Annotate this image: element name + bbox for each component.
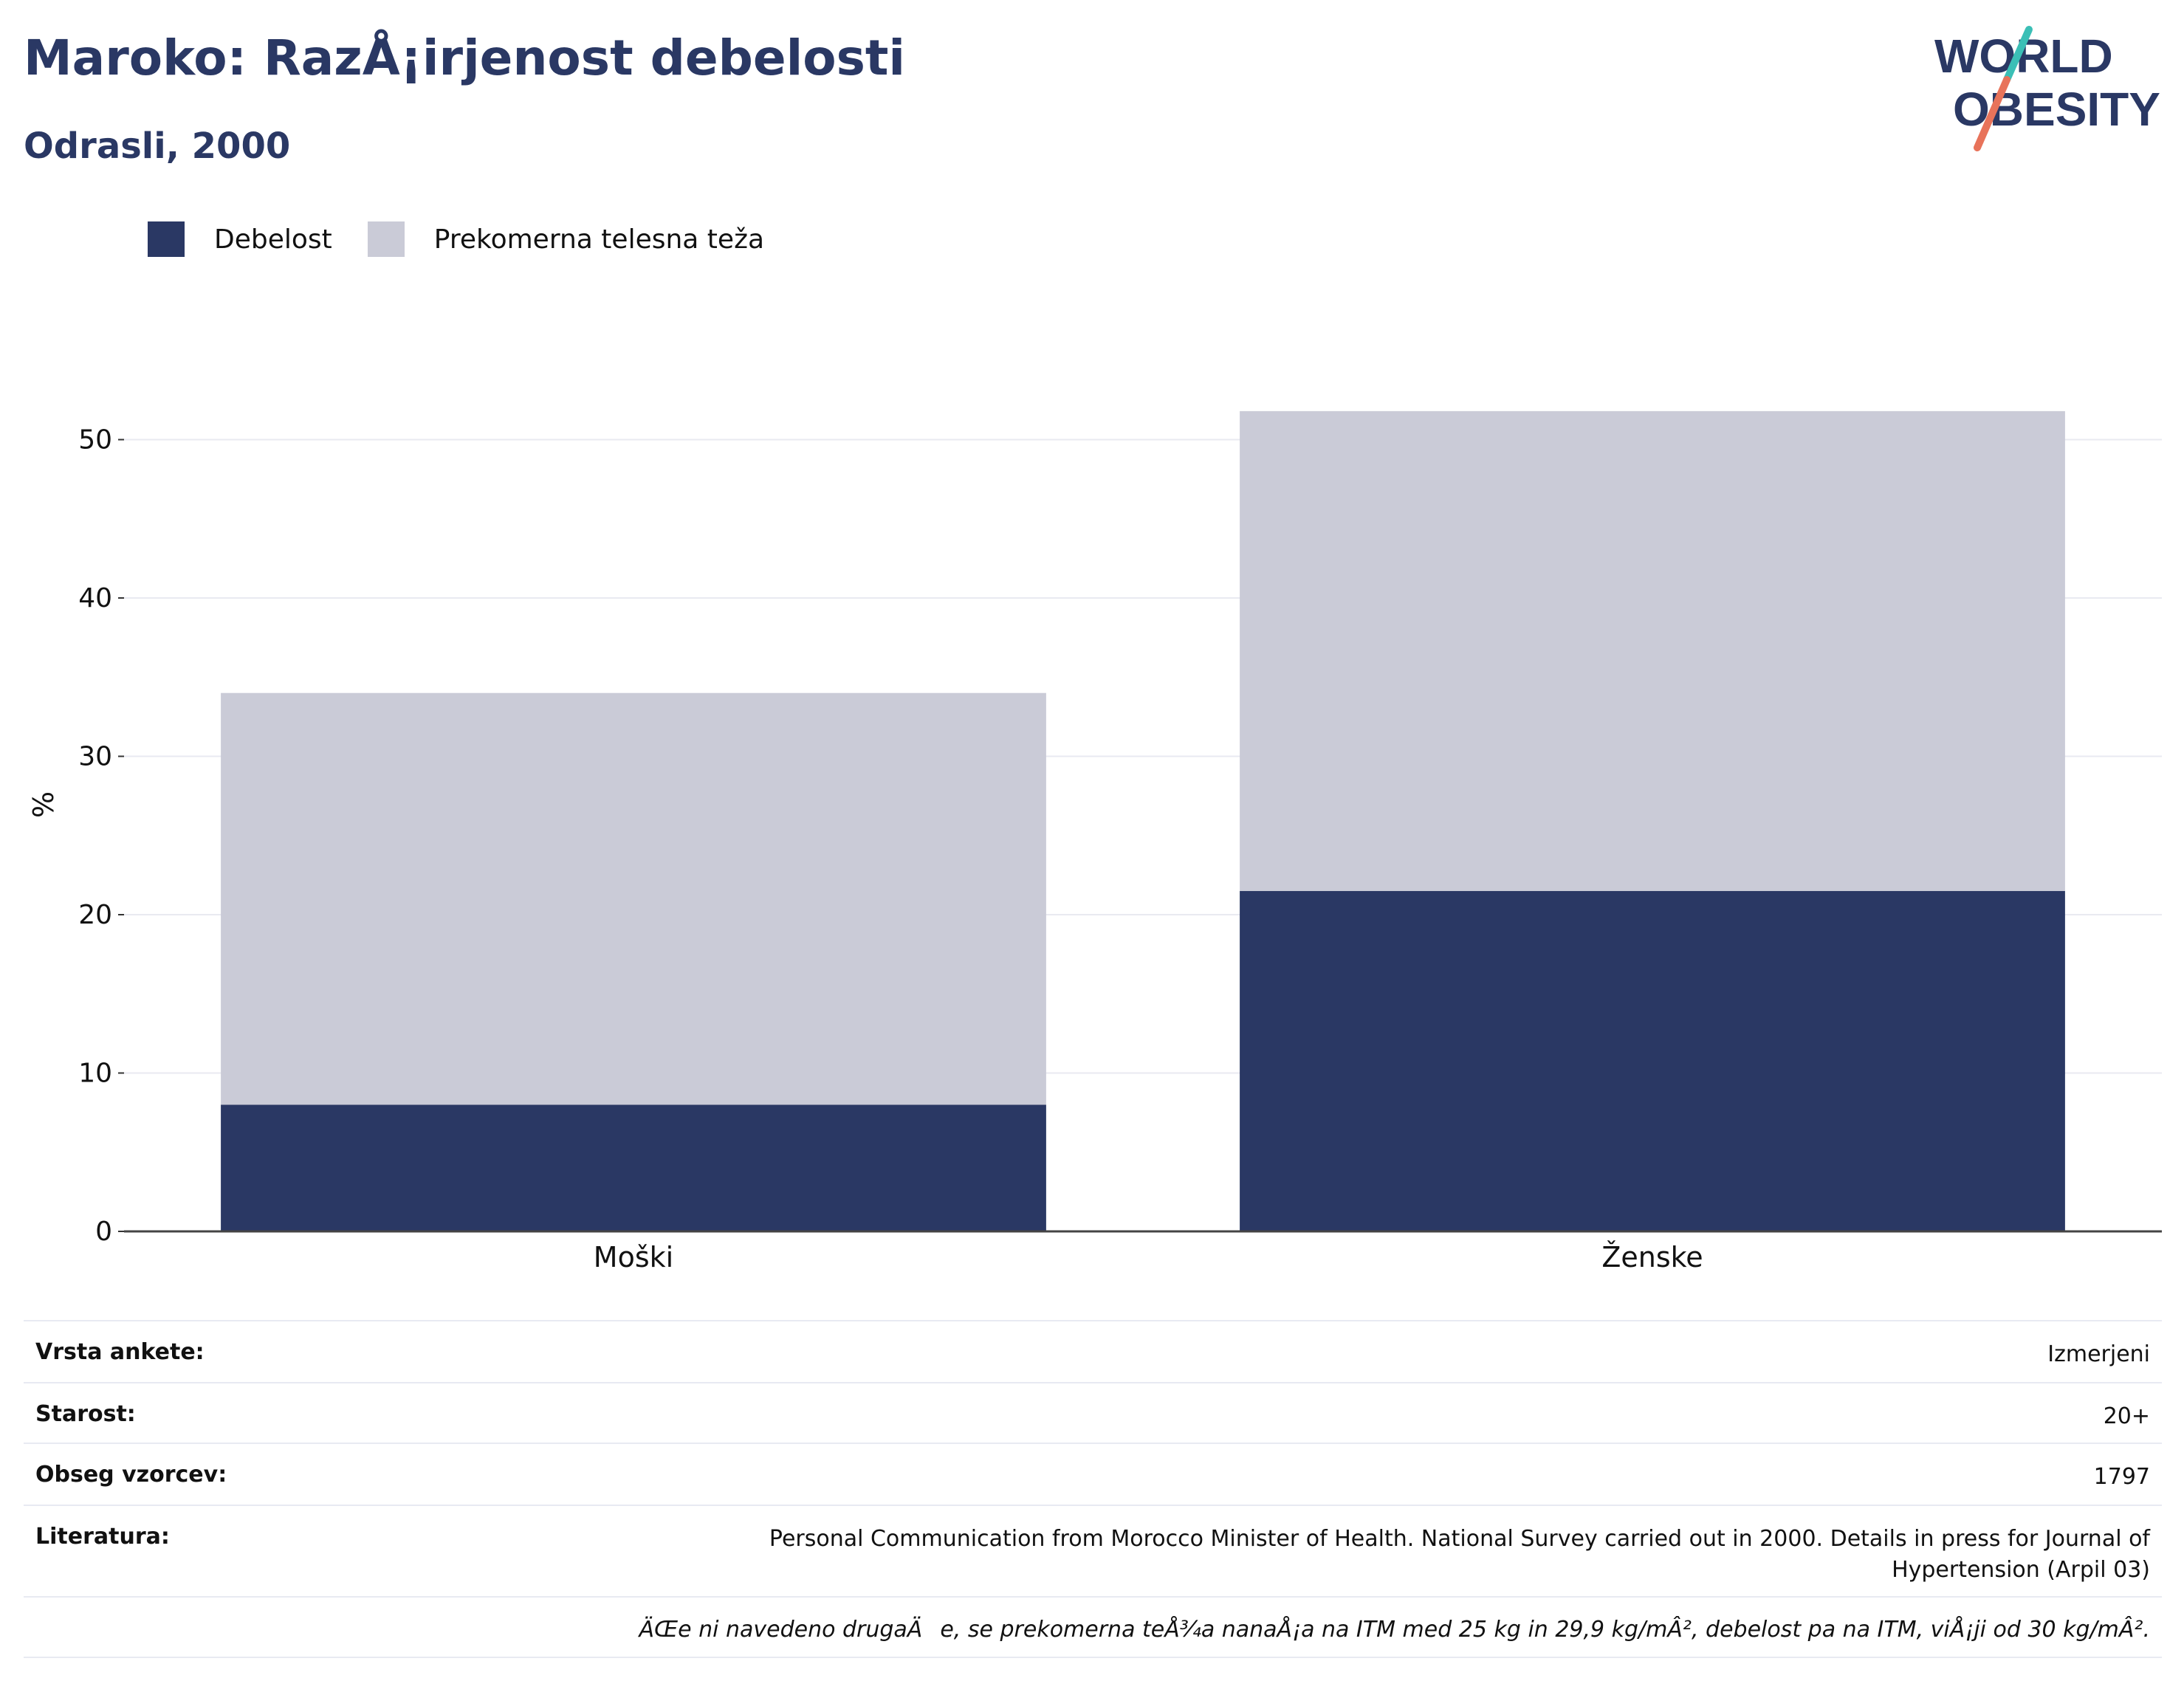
y-tick-label: 10 (78, 1059, 112, 1089)
info-row-literature: Literatura: Personal Communication from … (24, 1505, 2162, 1596)
info-key-age: Starost: (35, 1401, 136, 1427)
y-tick-label: 50 (78, 425, 112, 455)
x-tick-label: Moški (594, 1241, 673, 1273)
legend: Debelost Prekomerna telesna teža (148, 219, 800, 260)
bar-obesity-0[interactable] (221, 1104, 1046, 1231)
info-row-note: ÄŒe ni navedeno drugaÄe, se prekomerna … (24, 1596, 2162, 1658)
info-key-sample-size: Obseg vzorcev: (35, 1462, 227, 1488)
info-value-sample-size: 1797 (2093, 1464, 2150, 1490)
axes: 0 10 20 30 40 50 Moški Ženske% (27, 425, 2162, 1273)
legend-item-overweight[interactable]: Prekomerna telesna teža (367, 221, 765, 257)
y-tick-label: 20 (78, 900, 112, 930)
bars (221, 410, 2065, 1231)
legend-swatch-overweight (367, 221, 405, 257)
legend-label-overweight: Prekomerna telesna teža (433, 224, 765, 255)
bar-chart: 0 10 20 30 40 50 Moški Ženske% (27, 410, 2162, 1273)
chart-title: Maroko: RazÅ¡irjenost debelosti (24, 30, 906, 86)
bar-overweight-1[interactable] (1240, 410, 2065, 891)
info-note: ÄŒe ni navedeno drugaÄe, se prekomerna … (639, 1617, 2150, 1643)
info-key-survey-type: Vrsta ankete: (35, 1339, 205, 1365)
legend-label-obesity: Debelost (214, 224, 332, 255)
info-value-age: 20+ (2103, 1403, 2150, 1429)
logo-slash-orange (1974, 76, 2010, 151)
legend-item-obesity[interactable]: Debelost (148, 221, 332, 257)
info-value-literature: Personal Communication from Morocco Mini… (769, 1526, 2150, 1583)
info-row-age: Starost: 20+ (24, 1382, 2162, 1443)
info-value-survey-type: Izmerjeni (2047, 1341, 2150, 1367)
info-row-sample-size: Obseg vzorcev: 1797 (24, 1443, 2162, 1505)
info-table: Vrsta ankete: Izmerjeni Starost: 20+ Obs… (24, 1320, 2162, 1658)
y-axis-label: % (27, 791, 60, 818)
y-tick-label: 40 (78, 583, 112, 613)
legend-swatch-obesity (148, 221, 185, 257)
chart-subtitle: Odrasli, 2000 (24, 126, 291, 167)
logo-slash-teal (2003, 26, 2033, 83)
info-row-survey-type: Vrsta ankete: Izmerjeni (24, 1320, 2162, 1382)
y-tick-label: 0 (95, 1217, 112, 1247)
world-obesity-logo: WORLD OBESITY (1934, 26, 2160, 151)
bar-overweight-0[interactable] (221, 692, 1046, 1105)
x-tick-label: Ženske (1601, 1241, 1703, 1273)
y-tick-label: 30 (78, 742, 112, 772)
bar-obesity-1[interactable] (1240, 890, 2065, 1231)
info-key-literature: Literatura: (35, 1524, 170, 1550)
